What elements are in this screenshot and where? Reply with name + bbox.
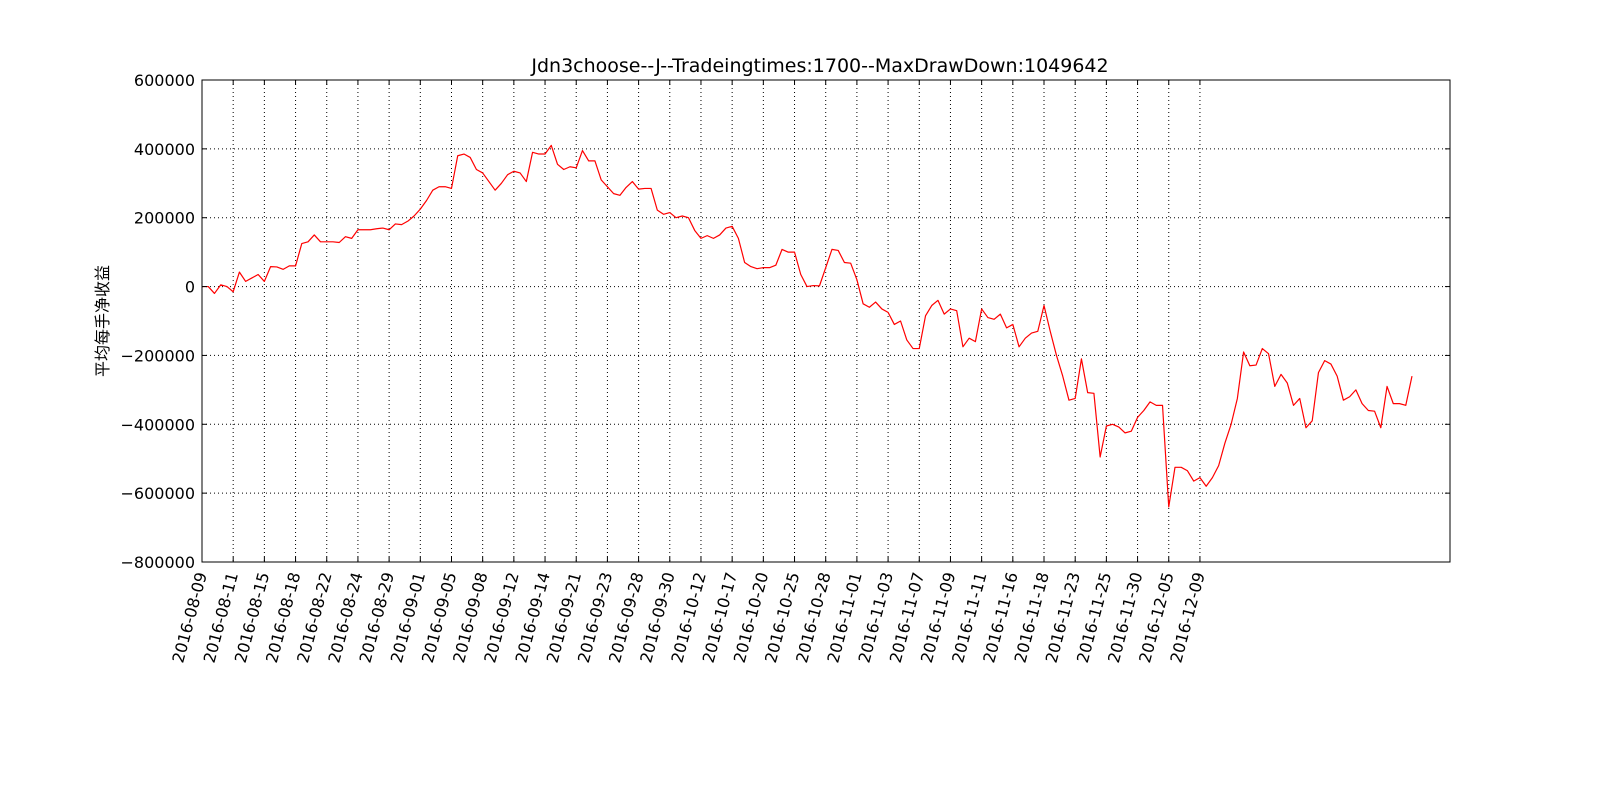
y-tick-label: −400000 — [121, 415, 195, 434]
y-tick-label: 0 — [185, 278, 195, 297]
y-axis-ticks: 600000 400000 200000 0 −200000 −400000 −600000… — [121, 71, 1450, 572]
y-tick-label: −200000 — [121, 346, 195, 365]
y-axis-label: 平均每手净收益 — [93, 265, 112, 377]
grid-lines — [202, 80, 1450, 562]
series-line — [202, 144, 1413, 508]
y-tick-label: 600000 — [134, 71, 195, 90]
x-axis-ticks: 2016-08-092016-08-112016-08-152016-08-18… — [168, 80, 1209, 665]
y-tick-label: −800000 — [121, 553, 195, 572]
y-tick-label: 400000 — [134, 140, 195, 159]
y-tick-label: −600000 — [121, 484, 195, 503]
y-tick-label: 200000 — [134, 209, 195, 228]
series-layer — [202, 144, 1413, 508]
chart-title: Jdn3choose--J--Tradeingtimes:1700--MaxDr… — [530, 55, 1108, 77]
